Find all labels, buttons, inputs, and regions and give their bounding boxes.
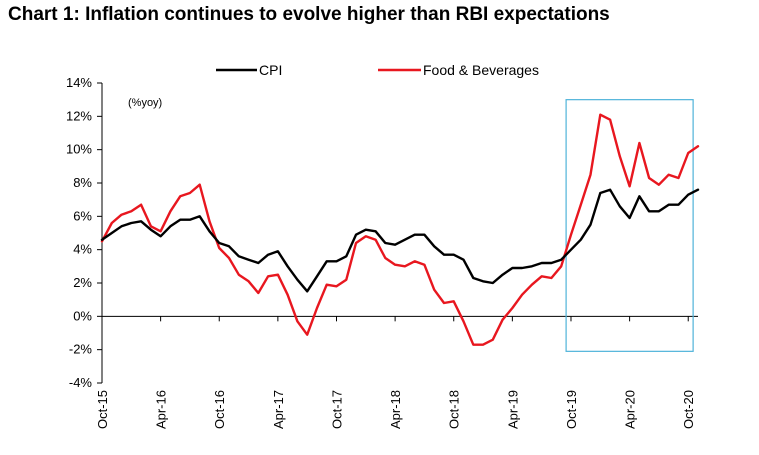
x-tick-label: Oct-18 [447, 390, 462, 429]
x-tick-label: Apr-16 [154, 390, 169, 429]
chart-legend: CPI Food & Beverages [216, 62, 539, 78]
legend-label: CPI [259, 62, 282, 78]
y-tick-label: 10% [66, 142, 92, 157]
x-tick-label: Apr-19 [505, 390, 520, 429]
x-tick-label: Oct-15 [95, 390, 110, 429]
y-tick-label: 6% [73, 208, 92, 223]
series-line-cpi [100, 188, 700, 293]
y-axis-ticks: -4% -2% 0% 2% 4% 6% 8% 10% 12% 14% [66, 75, 102, 390]
y-tick-label: 14% [66, 75, 92, 90]
x-tick-label: Oct-20 [681, 390, 696, 429]
y-tick-label: 2% [73, 275, 92, 290]
highlight-box [565, 99, 694, 352]
y-tick-label: -2% [69, 342, 93, 357]
x-tick-label: Oct-19 [564, 390, 579, 429]
x-tick-label: Apr-18 [388, 390, 403, 429]
highlight-box-rect [565, 99, 694, 352]
chart-title: Chart 1: Inflation continues to evolve h… [8, 4, 610, 25]
chart-axes [101, 83, 698, 383]
y-tick-label: 0% [73, 308, 92, 323]
y-tick-label: 8% [73, 175, 92, 190]
x-tick-label: Oct-16 [212, 390, 227, 429]
x-tick-label: Apr-20 [623, 390, 638, 429]
y-tick-label: -4% [69, 375, 93, 390]
series-line-food-beverages [100, 113, 700, 346]
x-axis-ticks: Oct-15 Apr-16 Oct-16 Apr-17 Oct-17 Apr-18 Oct-… [95, 316, 696, 429]
units-annotation: (%yoy) [128, 97, 162, 109]
series-lines [100, 113, 700, 346]
legend-label: Food & Beverages [423, 62, 539, 78]
x-tick-label: Apr-17 [271, 390, 286, 429]
x-tick-label: Oct-17 [329, 390, 344, 429]
y-tick-label: 12% [66, 108, 92, 123]
y-tick-label: 4% [73, 242, 92, 257]
